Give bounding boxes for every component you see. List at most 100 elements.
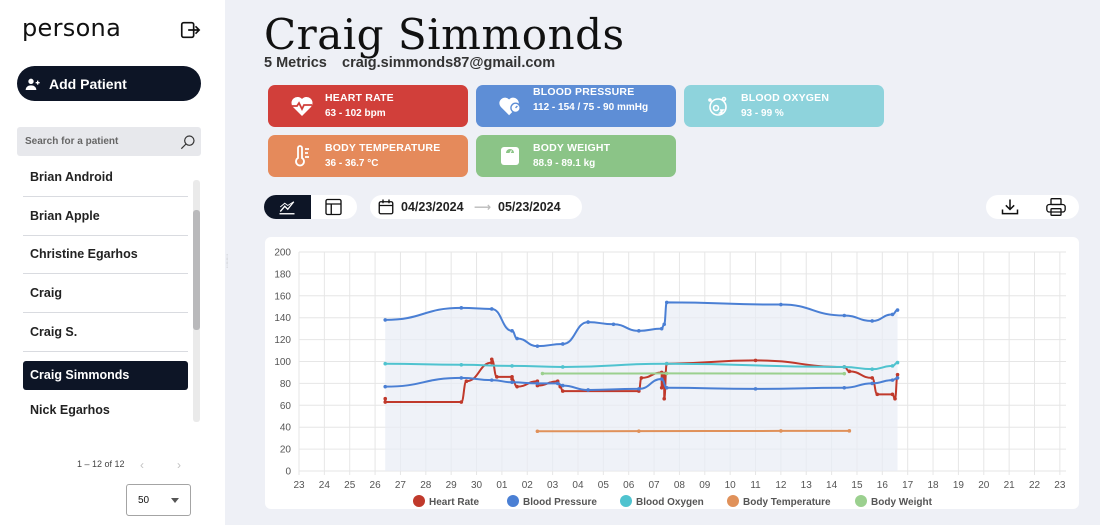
data-point bbox=[753, 358, 758, 363]
patient-list-item[interactable]: Craig bbox=[23, 274, 188, 314]
data-point bbox=[779, 429, 783, 433]
x-tick-label: 04 bbox=[572, 480, 584, 491]
metric-card-blood-pressure[interactable]: BLOOD PRESSURE 112 - 154 / 75 - 90 mmHg bbox=[476, 85, 676, 127]
series-line bbox=[385, 376, 898, 391]
data-point bbox=[662, 322, 667, 327]
metric-value: 63 - 102 bpm bbox=[325, 108, 386, 119]
patient-list-item[interactable]: Craig S. bbox=[23, 313, 188, 352]
page-size-select[interactable]: 50 bbox=[126, 484, 191, 516]
search-icon[interactable] bbox=[180, 134, 196, 150]
x-tick-label: 28 bbox=[420, 480, 432, 491]
x-tick-label: 05 bbox=[598, 480, 610, 491]
app-logo[interactable]: persona bbox=[22, 14, 122, 42]
y-tick-label: 80 bbox=[280, 379, 292, 390]
blood-pressure-area bbox=[385, 302, 898, 471]
caret-down-icon bbox=[171, 498, 179, 503]
x-tick-label: 02 bbox=[522, 480, 534, 491]
data-point bbox=[639, 376, 644, 380]
data-point bbox=[489, 360, 494, 365]
data-point bbox=[383, 318, 388, 322]
chevron-right-icon[interactable]: › bbox=[177, 458, 181, 472]
data-point bbox=[510, 329, 514, 333]
print-icon[interactable] bbox=[1045, 197, 1067, 217]
y-tick-label: 40 bbox=[280, 423, 292, 434]
data-point bbox=[459, 362, 464, 367]
data-point bbox=[895, 360, 900, 365]
x-tick-label: 16 bbox=[877, 480, 889, 491]
data-point bbox=[753, 387, 758, 391]
legend-label: Body Temperature bbox=[743, 497, 831, 508]
y-tick-label: 0 bbox=[285, 467, 291, 478]
x-tick-label: 27 bbox=[395, 480, 407, 491]
patient-list-item[interactable]: Brian Apple bbox=[23, 197, 188, 236]
metrics-count: 5 Metrics bbox=[264, 55, 327, 71]
y-tick-label: 60 bbox=[280, 401, 292, 412]
legend-label: Blood Pressure bbox=[523, 497, 597, 508]
x-tick-label: 25 bbox=[344, 480, 356, 491]
data-point bbox=[895, 372, 900, 377]
patient-list-item[interactable]: Nick Egarhos bbox=[30, 403, 110, 418]
patient-list-item[interactable]: Christine Egarhos bbox=[23, 236, 188, 275]
x-tick-label: 26 bbox=[370, 480, 382, 491]
data-point bbox=[586, 388, 590, 392]
metric-card-heart-rate[interactable]: HEART RATE 63 - 102 bpm bbox=[268, 85, 468, 127]
metric-card-body-temperature[interactable]: BODY TEMPERATURE 36 - 36.7 °C bbox=[268, 135, 468, 177]
x-tick-label: 09 bbox=[699, 480, 711, 491]
resize-handle-icon[interactable]: ⁞ ⁞ ⁞ bbox=[226, 253, 229, 270]
data-point bbox=[560, 342, 565, 346]
data-point bbox=[383, 384, 388, 389]
data-point bbox=[495, 375, 499, 379]
download-icon[interactable] bbox=[1000, 197, 1020, 217]
metric-card-blood-oxygen[interactable]: BLOOD OXYGEN 93 - 99 % bbox=[684, 85, 884, 127]
calendar-icon bbox=[378, 199, 394, 215]
data-point bbox=[555, 381, 560, 386]
x-tick-label: 13 bbox=[801, 480, 813, 491]
search-input[interactable] bbox=[17, 127, 172, 156]
metric-title: HEART RATE bbox=[325, 92, 394, 104]
data-point bbox=[586, 320, 590, 324]
chevron-left-icon[interactable]: ‹ bbox=[140, 458, 144, 472]
data-point bbox=[540, 371, 545, 376]
data-point bbox=[489, 378, 494, 382]
logout-icon[interactable] bbox=[179, 19, 201, 41]
x-tick-label: 19 bbox=[953, 480, 965, 491]
data-point bbox=[383, 396, 388, 401]
data-point bbox=[893, 396, 897, 401]
table-view-button[interactable] bbox=[311, 195, 357, 219]
data-point bbox=[535, 344, 540, 348]
y-tick-label: 100 bbox=[274, 357, 291, 368]
metric-card-body-weight[interactable]: BODY WEIGHT 88.9 - 89.1 kg bbox=[476, 135, 676, 177]
x-tick-label: 23 bbox=[293, 480, 305, 491]
patient-email: craig.simmonds87@gmail.com bbox=[342, 55, 556, 71]
date-start[interactable]: 04/23/2024 bbox=[401, 200, 464, 214]
patient-list-item[interactable]: Brian Android bbox=[23, 166, 188, 197]
y-tick-label: 200 bbox=[274, 248, 291, 259]
data-point bbox=[611, 322, 616, 327]
patient-list-item-selected[interactable]: Craig Simmonds bbox=[23, 360, 188, 390]
add-patient-button[interactable]: Add Patient bbox=[17, 66, 201, 101]
data-point bbox=[510, 364, 514, 368]
data-point bbox=[515, 336, 519, 341]
data-point bbox=[637, 329, 641, 333]
view-toggle bbox=[264, 195, 357, 219]
data-point bbox=[637, 387, 641, 391]
chart-view-button[interactable] bbox=[264, 195, 311, 219]
metric-title: BLOOD OXYGEN bbox=[741, 92, 830, 104]
data-point bbox=[489, 307, 494, 311]
patient-list-scrollbar-thumb[interactable] bbox=[193, 210, 200, 330]
x-tick-label: 17 bbox=[902, 480, 914, 491]
x-tick-label: 08 bbox=[674, 480, 686, 491]
y-tick-label: 180 bbox=[274, 269, 291, 280]
blood-pressure-icon bbox=[499, 97, 521, 116]
x-tick-label: 24 bbox=[319, 480, 331, 491]
pagination-range: 1 – 12 of 12 bbox=[77, 459, 125, 469]
data-point bbox=[890, 392, 895, 397]
patient-search bbox=[17, 127, 201, 156]
date-end[interactable]: 05/23/2024 bbox=[498, 200, 561, 214]
legend-swatch bbox=[727, 495, 739, 507]
data-point bbox=[890, 364, 895, 368]
date-range-picker[interactable]: 04/23/2024 ⟶ 05/23/2024 bbox=[370, 195, 582, 219]
legend-label: Blood Oxygen bbox=[636, 497, 704, 508]
metric-value: 112 - 154 / 75 - 90 mmHg bbox=[533, 102, 649, 113]
data-point bbox=[662, 396, 667, 401]
